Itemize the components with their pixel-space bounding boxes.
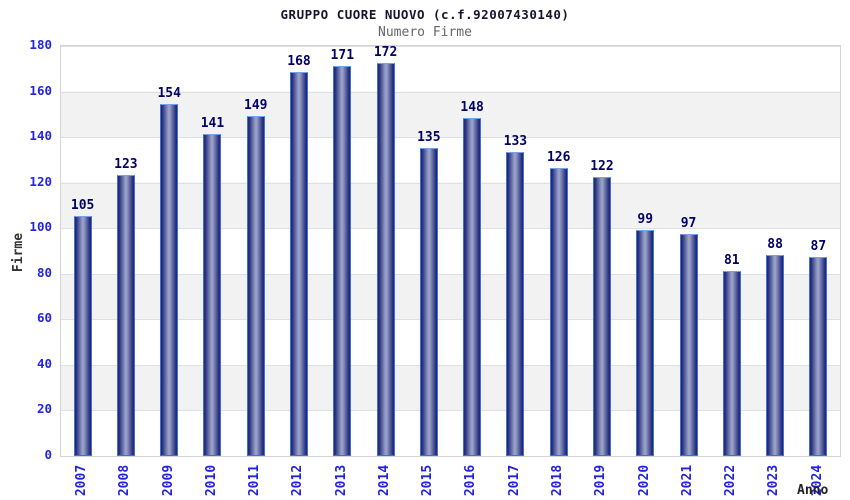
bar-2016 [463,117,482,456]
x-tick-text-2008: 2008 [117,464,133,496]
bar-2018 [549,168,568,456]
x-tick-label-2012: 2012 [278,461,318,499]
x-tick-text-2022: 2022 [723,464,739,496]
bar-2020 [636,229,655,456]
bar-value-label-2024: 87 [810,238,827,254]
bar-2013 [333,65,352,456]
x-tick-text-2017: 2017 [506,464,522,496]
x-tick-label-2020: 2020 [624,461,664,499]
x-tick-label-2017: 2017 [494,461,534,499]
x-tick-label-2015: 2015 [408,461,448,499]
bar-2007 [73,215,92,456]
x-tick-label-2021: 2021 [668,461,708,499]
y-tick-label-20: 20 [36,401,52,417]
gridline-80 [61,273,840,275]
x-tick-text-2010: 2010 [203,464,219,496]
x-tick-label-2013: 2013 [321,461,361,499]
x-tick-label-2016: 2016 [451,461,491,499]
bar-2015 [419,147,438,456]
x-tick-label-2009: 2009 [148,461,188,499]
y-tick-label-40: 40 [36,355,52,371]
bar-2008 [116,174,135,456]
x-tick-text-2013: 2013 [333,464,349,496]
gridline-40 [61,364,840,366]
x-tick-label-2023: 2023 [754,461,794,499]
x-tick-text-2020: 2020 [636,464,652,496]
gridline-100 [61,228,840,230]
bar-value-label-2009: 154 [157,86,181,102]
y-tick-label-180: 180 [29,37,52,52]
x-tick-label-2019: 2019 [581,461,621,499]
x-tick-text-2007: 2007 [74,464,90,496]
y-tick-label-120: 120 [29,173,52,189]
bar-value-label-2017: 133 [503,134,528,150]
x-axis-label: Anno [797,483,829,498]
bar-value-label-2020: 99 [637,211,654,227]
gridline-120 [61,182,840,184]
x-tick-label-2010: 2010 [191,461,231,499]
x-tick-label-2011: 2011 [235,461,275,499]
plot-area: 105 123 154 141 149 168 171 172 135 148 133 126 122 9… [60,45,841,457]
bar-value-label-2008: 123 [114,156,138,172]
bar-2021 [679,234,698,456]
x-tick-label-2018: 2018 [538,461,578,499]
bar-2011 [246,115,265,456]
gridline-180 [61,46,840,47]
x-tick-label-2014: 2014 [365,461,405,499]
y-tick-label-60: 60 [36,310,52,326]
gridline-60 [61,319,840,321]
bar-value-label-2010: 141 [200,115,225,131]
x-tick-text-2023: 2023 [766,464,782,496]
y-tick-label-160: 160 [29,82,52,98]
gridline-160 [61,91,840,93]
y-tick-label-80: 80 [36,264,52,280]
bar-value-label-2021: 97 [680,216,697,232]
chart-subtitle: Numero Firme [378,25,472,40]
bar-value-label-2023: 88 [767,236,783,252]
bar-2010 [203,133,222,456]
bar-value-label-2018: 126 [546,150,571,165]
x-tick-text-2021: 2021 [680,464,696,496]
x-tick-label-2007: 2007 [62,461,102,499]
bar-2012 [290,72,309,456]
x-tick-text-2018: 2018 [550,464,566,496]
chart-title: GRUPPO CUORE NUOVO (c.f.92007430140) [280,7,570,22]
bar-value-label-2007: 105 [70,197,95,213]
bar-value-label-2019: 122 [590,159,614,175]
y-tick-label-0: 0 [44,447,52,462]
bar-2022 [722,270,741,456]
y-tick-label-140: 140 [29,128,52,144]
x-tick-text-2009: 2009 [160,464,176,496]
bar-value-label-2015: 135 [417,129,441,145]
x-tick-text-2019: 2019 [593,464,609,496]
bar-2019 [592,177,611,456]
x-tick-label-2022: 2022 [711,461,751,499]
x-tick-label-2008: 2008 [105,461,145,499]
x-tick-text-2012: 2012 [290,464,306,496]
bar-value-label-2022: 81 [723,252,740,268]
bar-value-label-2016: 148 [460,99,484,115]
bar-2009 [160,104,179,456]
bar-value-label-2014: 172 [373,45,398,61]
x-tick-text-2014: 2014 [377,464,393,496]
bar-value-label-2012: 168 [287,54,311,70]
bar-value-label-2013: 171 [330,47,355,63]
bar-2017 [506,152,525,456]
bar-2024 [809,256,828,456]
x-tick-text-2015: 2015 [420,464,436,496]
x-tick-text-2011: 2011 [247,464,263,496]
bar-2014 [376,63,395,456]
x-tick-text-2016: 2016 [463,464,479,496]
bar-value-label-2011: 149 [244,97,268,113]
y-tick-label-100: 100 [29,219,52,235]
bar-2023 [766,254,785,456]
gridline-140 [61,137,840,139]
gridline-20 [61,410,840,412]
